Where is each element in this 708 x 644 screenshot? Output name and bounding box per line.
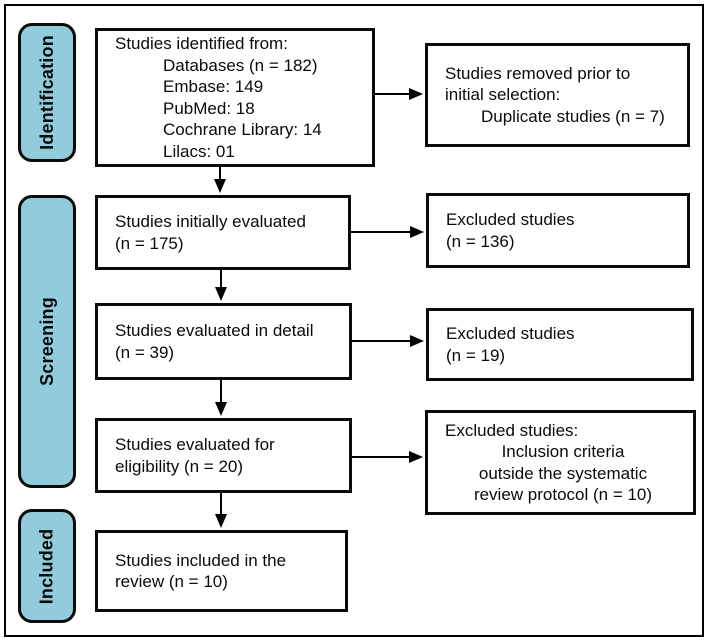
- box-studies-included-in-review: Studies included in the review (n = 10): [95, 530, 348, 612]
- box-studies-evaluated-in-detail: Studies evaluated in detail (n = 39): [95, 303, 352, 380]
- box-line: Excluded studies: [446, 324, 575, 343]
- box-line: (n = 19): [446, 345, 506, 365]
- box-line: Studies removed prior to: [445, 63, 631, 83]
- box-line: Studies identified from:: [115, 34, 288, 53]
- box-line: Excluded studies:: [445, 420, 579, 440]
- box-studies-identified: Studies identified from: Databases (n = 1…: [95, 28, 375, 167]
- stage-label-identification: Identification: [18, 23, 76, 162]
- box-line: PubMed: 18: [163, 98, 255, 118]
- box-studies-initially-evaluated: Studies initially evaluated (n = 175): [95, 195, 351, 270]
- box-excluded-studies-criteria: Excluded studies: Inclusion criteria outsi…: [425, 410, 696, 515]
- box-line: Duplicate studies (n = 7): [481, 106, 665, 126]
- box-line: Databases (n = 182): [163, 55, 318, 75]
- box-excluded-studies-19: Excluded studies (n = 19): [426, 308, 694, 381]
- stage-label-screening: Screening: [18, 195, 76, 488]
- stage-label-identification-text: Identification: [36, 35, 57, 150]
- stage-label-included: Included: [18, 509, 76, 623]
- box-line: Studies included in the: [115, 550, 287, 570]
- box-line: outside the systematic: [478, 463, 648, 483]
- box-line: (n = 175): [115, 233, 184, 253]
- box-line: Lilacs: 01: [163, 141, 235, 161]
- box-line: review protocol (n = 10): [473, 485, 653, 504]
- box-excluded-studies-136: Excluded studies (n = 136): [426, 193, 690, 268]
- box-line: Studies evaluated for: [115, 435, 275, 454]
- box-line: Embase: 149: [163, 77, 264, 96]
- stage-label-included-text: Included: [36, 528, 57, 604]
- box-line: Inclusion criteria: [501, 442, 625, 461]
- box-studies-evaluated-for-eligibility: Studies evaluated for eligibility (n = 20…: [95, 418, 352, 493]
- diagram-outer-border: [4, 4, 704, 637]
- box-line: (n = 136): [446, 231, 515, 251]
- box-line: (n = 39): [115, 342, 175, 362]
- box-line: review (n = 10): [115, 572, 228, 591]
- box-line: Excluded studies: [446, 210, 575, 229]
- box-studies-removed-prior: Studies removed prior to initial selectio…: [425, 43, 690, 147]
- box-line: Cochrane Library: 14: [163, 120, 322, 139]
- box-line: initial selection:: [445, 85, 561, 105]
- box-line: Studies evaluated in detail: [115, 321, 314, 340]
- box-line: Studies initially evaluated: [115, 212, 306, 231]
- box-line: eligibility (n = 20): [115, 456, 244, 476]
- stage-label-screening-text: Screening: [36, 297, 57, 386]
